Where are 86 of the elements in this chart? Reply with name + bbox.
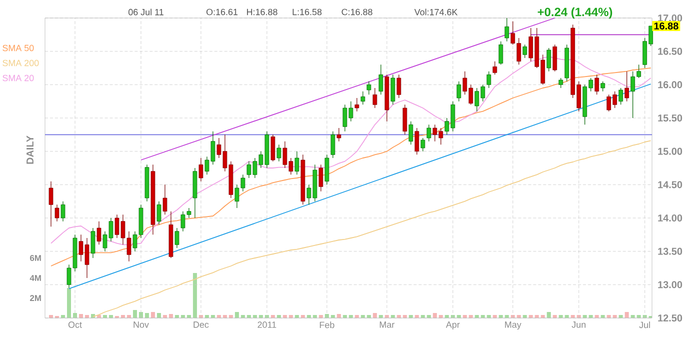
- y-tick-label: 14.50: [658, 181, 682, 188]
- x-tick-label: 2011: [258, 322, 276, 328]
- text: O:16.61: [206, 8, 238, 16]
- candlestick: [408, 121, 414, 145]
- candlestick: [426, 124, 432, 142]
- text: Vol:174.6K: [414, 8, 458, 16]
- candlestick: [156, 201, 162, 225]
- candlestick: [618, 88, 623, 105]
- bar: [372, 313, 377, 318]
- annotation: 16.88: [654, 22, 678, 30]
- candlestick: [414, 128, 420, 155]
- x-tick-label: May: [505, 322, 522, 330]
- bar: [546, 312, 551, 318]
- candlestick: [390, 74, 396, 105]
- bar: [66, 288, 71, 318]
- candlestick: [600, 81, 606, 92]
- candlestick: [546, 48, 552, 72]
- x-tick-label: Nov: [134, 322, 149, 328]
- x-tick-label: Mar: [380, 322, 394, 328]
- candlestick: [90, 228, 96, 258]
- bar: [234, 312, 239, 318]
- candlestick: [162, 184, 168, 215]
- y2-tick-label: 4M: [30, 275, 41, 281]
- x-tick-label: Jul: [639, 322, 650, 328]
- y-tick-label: 15.00: [658, 148, 682, 155]
- x-tick-label: Apr: [446, 322, 460, 330]
- y2-tick-label: 2M: [30, 295, 41, 301]
- candlestick: [366, 81, 372, 95]
- candlestick: [522, 44, 528, 58]
- candlestick: [504, 18, 510, 42]
- candlestick: [558, 78, 564, 88]
- candlestick: [396, 74, 402, 98]
- candlestick: [354, 98, 360, 112]
- x-tick-label: Feb: [320, 322, 334, 328]
- x-tick-label: Dec: [194, 322, 209, 328]
- x-tick-label: Jun: [572, 322, 586, 328]
- bar: [192, 273, 197, 318]
- candlestick: [294, 151, 300, 175]
- candlestick: [498, 41, 504, 65]
- x-tick-label: Oct: [68, 322, 82, 328]
- bar: [132, 310, 137, 318]
- y-tick-label: 13.50: [658, 248, 682, 255]
- text: SMA 50: [2, 44, 34, 52]
- candlestick: [486, 71, 492, 88]
- candlestick: [360, 91, 366, 105]
- candlestick: [420, 138, 426, 152]
- text: L:16.58: [292, 8, 322, 16]
- candlestick: [552, 44, 558, 72]
- y-tick-label: 16.00: [658, 81, 682, 88]
- bar: [624, 312, 629, 318]
- y-tick-label: 15.50: [658, 114, 682, 122]
- text: DAILY: [26, 136, 34, 164]
- y-tick-label: 13.00: [658, 281, 682, 288]
- y-tick-label: 14.00: [658, 214, 682, 222]
- candlestick: [198, 158, 204, 182]
- y-tick-label: 16.50: [658, 48, 682, 55]
- candlestick: [324, 154, 330, 185]
- candlestick: [174, 228, 180, 248]
- candlestick: [594, 74, 600, 95]
- bar: [156, 313, 161, 318]
- candlestick: [372, 88, 378, 108]
- candlestick: [54, 204, 60, 222]
- candlestick: [318, 164, 324, 192]
- y-tick-label: 12.50: [658, 314, 682, 322]
- candlestick: [276, 144, 282, 162]
- candlestick: [48, 181, 54, 227]
- candlestick: [96, 221, 102, 245]
- candlestick: [456, 81, 462, 102]
- candlestick: [270, 134, 276, 162]
- candlestick: [330, 131, 336, 158]
- text: C:16.88: [342, 8, 372, 16]
- candlestick: [378, 64, 384, 95]
- candlestick: [624, 71, 629, 102]
- annotation: +0.24 (1.44%): [538, 7, 612, 19]
- text: SMA 20: [2, 74, 34, 82]
- candlestick: [402, 104, 408, 135]
- candlestick: [492, 61, 498, 75]
- text: SMA 200: [2, 60, 39, 66]
- candlestick: [336, 128, 342, 142]
- bar: [432, 313, 437, 318]
- bar: [150, 312, 155, 318]
- y2-tick-label: 6M: [30, 255, 41, 261]
- text: H:16.88: [247, 8, 278, 16]
- text: 06 Jul 11: [128, 8, 164, 16]
- candlestick: [60, 201, 66, 222]
- bar: [144, 313, 149, 318]
